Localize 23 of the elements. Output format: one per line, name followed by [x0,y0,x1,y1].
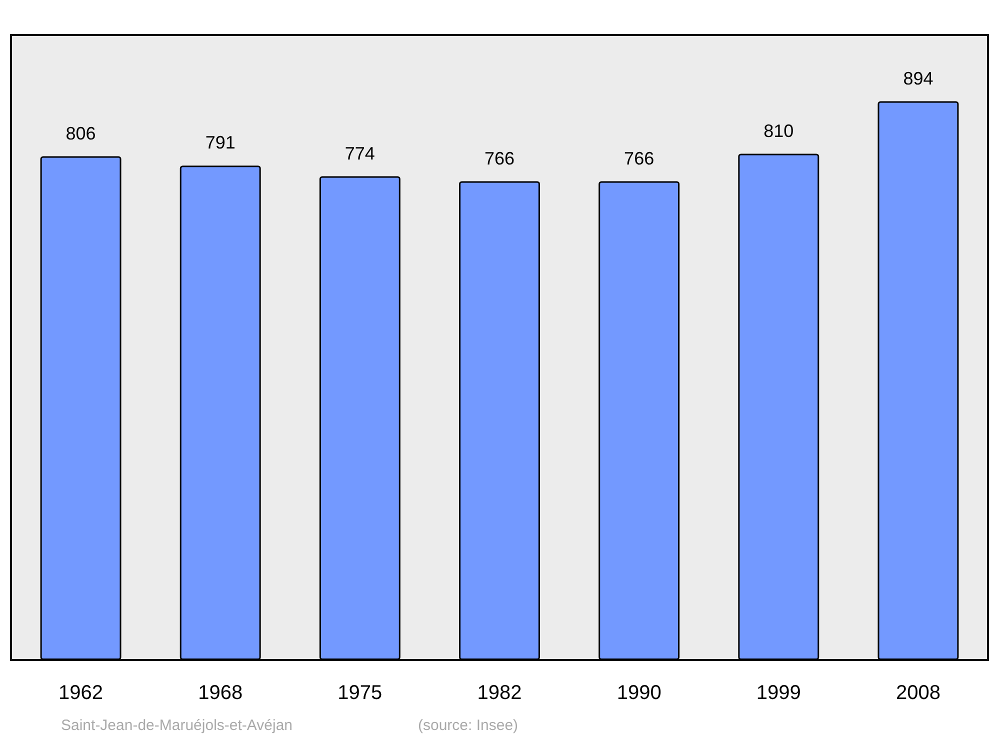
data-label: 774 [344,143,375,164]
data-label: 791 [205,132,236,153]
data-label: 766 [484,148,515,168]
x-tick-label: 1962 [58,682,104,704]
x-tick-label: 1990 [616,682,662,704]
bar [459,181,540,660]
bar [738,154,820,660]
text: (source: Insee) [418,717,518,734]
bar [319,176,400,660]
text: Saint-Jean-de-Maruéjols-et-Avéjan [61,717,293,734]
bar [180,166,261,660]
bar [598,181,680,660]
data-label: 810 [764,120,794,141]
x-tick-label: 1982 [477,682,522,704]
x-tick-label: 1975 [338,682,382,704]
bar [878,101,959,660]
x-tick-label: 1968 [198,682,243,704]
x-tick-label: 2008 [896,682,940,704]
data-label: 806 [66,123,96,144]
data-label: 766 [624,148,654,168]
data-label: 894 [903,68,934,88]
bar [40,156,122,660]
x-tick-label: 1999 [756,682,801,704]
